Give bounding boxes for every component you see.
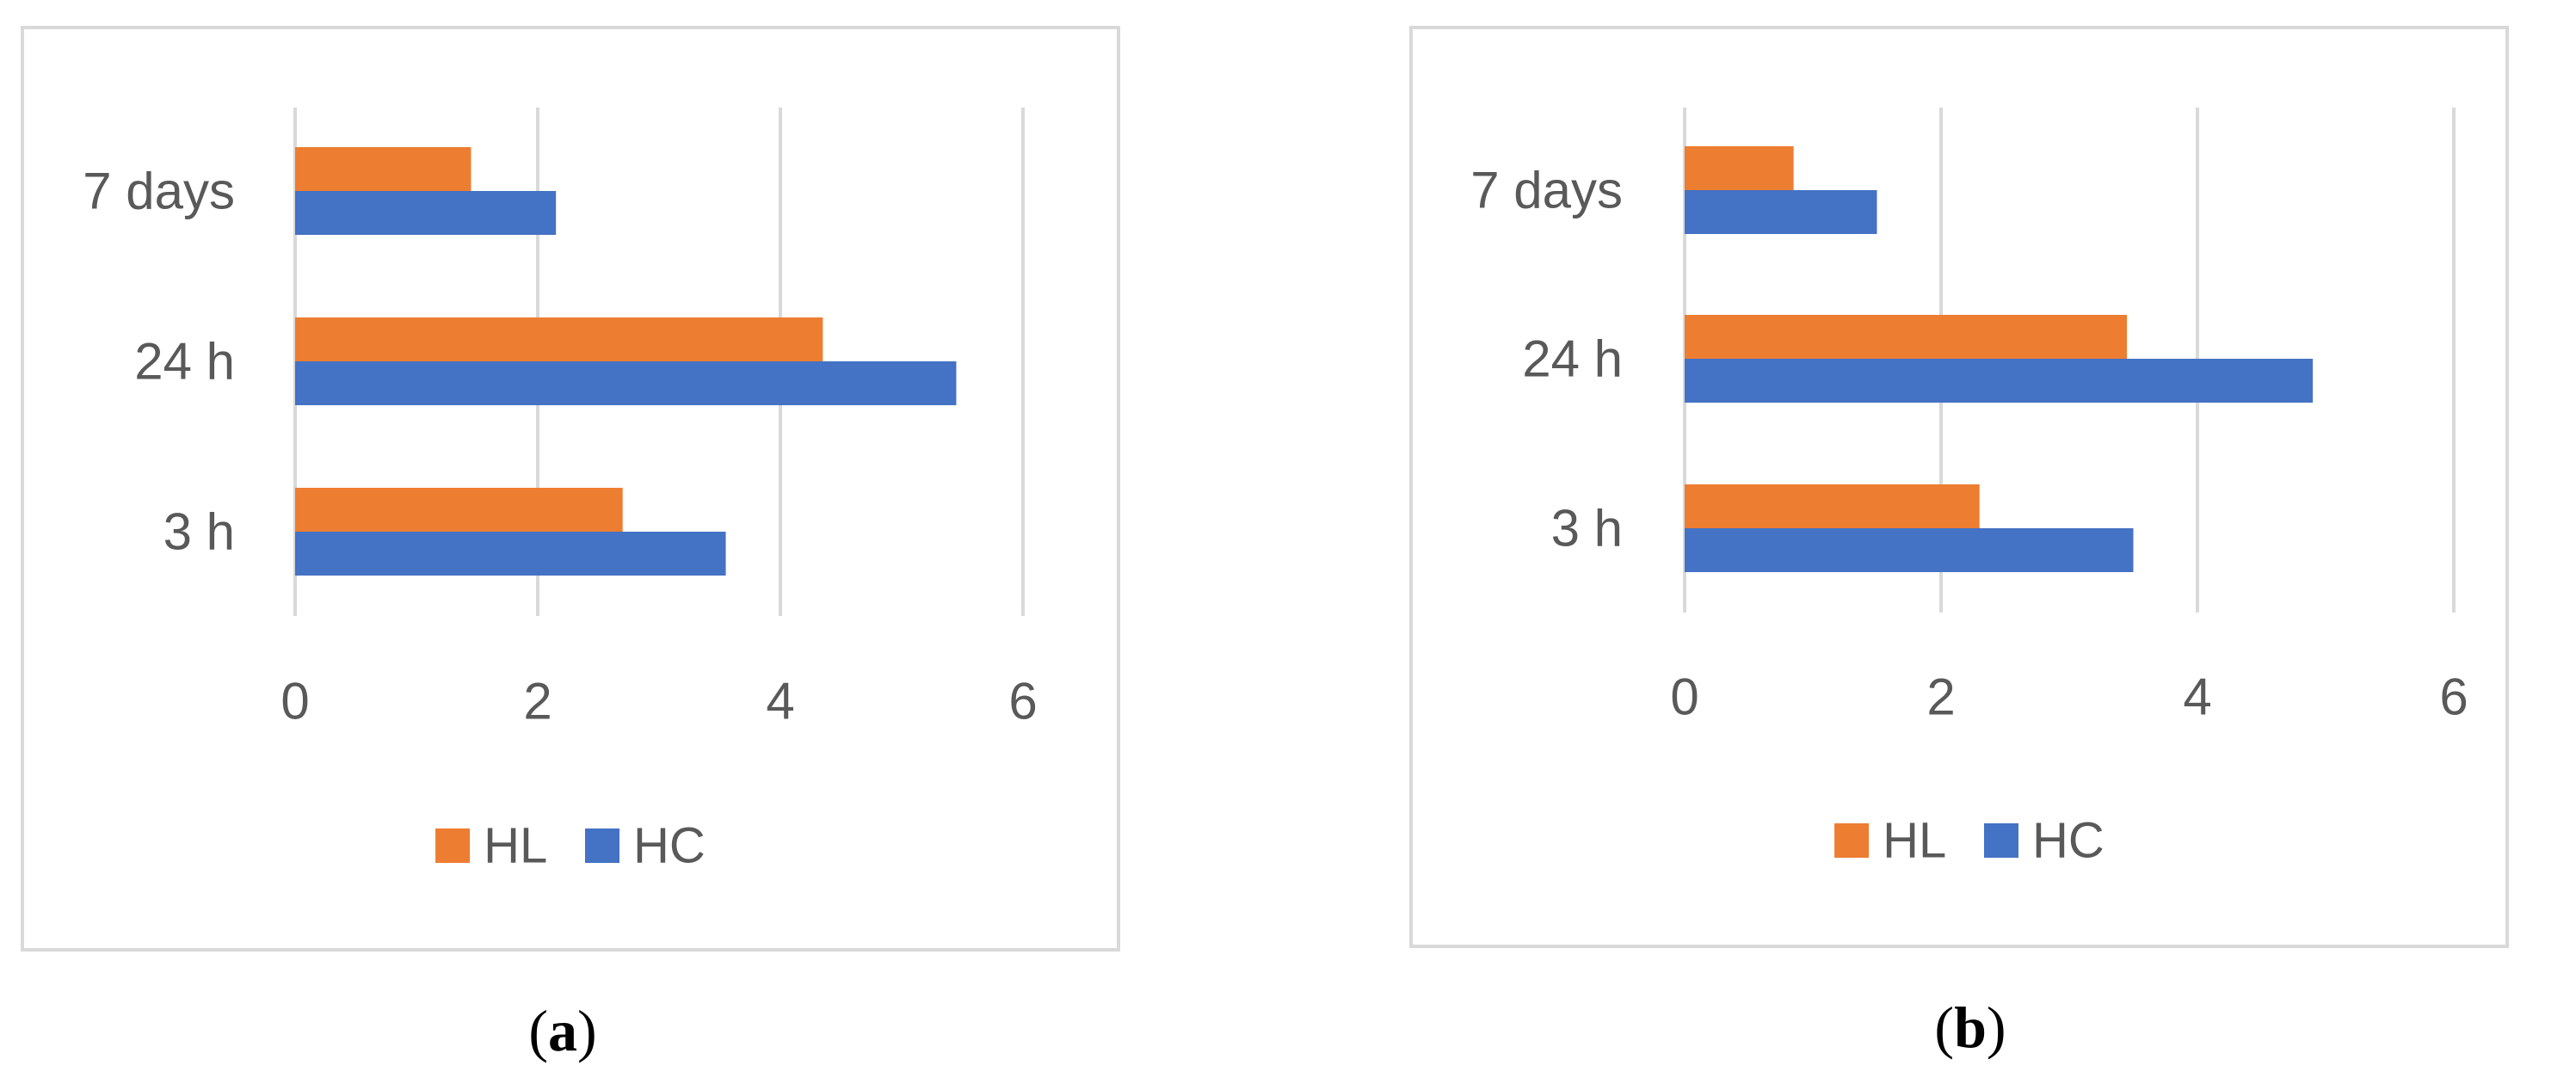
x-tick-label: 4 [766,673,794,730]
panel-caption-a: (a) [528,998,596,1063]
bar-hc-3-h [295,532,726,576]
caption-paren-open: ( [1934,995,1954,1060]
x-tick-label: 2 [1926,668,1955,726]
bar-hc-3-h [1685,528,2134,572]
chart-panel-b: 0 2 4 6 3 h 24 h 7 days HL HC [1409,26,2509,948]
legend-swatch-hl [1834,823,1870,858]
legend-label-hc: HC [2032,813,2105,869]
category-label: 7 days [83,163,235,220]
legend-swatch-hc [585,828,619,863]
legend: HL HC [435,818,706,874]
bar-hl-3-h [295,488,623,532]
caption-letter: a [548,998,577,1063]
x-tick-label: 2 [523,673,552,730]
bar-hc-24-h [1685,359,2314,403]
legend: HL HC [1834,813,2105,869]
category-label: 7 days [1470,162,1623,219]
x-tick-label: 0 [280,673,309,730]
category-label: 3 h [163,503,235,561]
bar-hc-7-days [1685,190,1877,234]
x-tick-label: 0 [1670,668,1698,726]
legend-swatch-hc [1984,823,2018,858]
caption-paren-close: ) [1987,995,2006,1060]
category-label: 3 h [1551,500,1623,557]
bar-hc-24-h [295,361,957,405]
category-label: 24 h [134,333,235,391]
legend-swatch-hl [435,828,471,863]
bar-hl-7-days [1685,146,1794,190]
x-tick-label: 6 [1008,673,1037,730]
legend-label-hl: HL [484,818,547,874]
bar-hc-7-days [295,191,557,235]
x-tick-label: 4 [2183,668,2211,726]
caption-letter: b [1954,995,1987,1060]
chart-panel-a: 0 2 4 6 3 h 24 h 7 days HL HC [21,26,1120,952]
legend-label-hc: HC [633,818,706,874]
category-label: 24 h [1522,330,1623,388]
bar-hl-7-days [295,147,471,191]
bar-hl-24-h [1685,315,2128,359]
caption-paren-open: ( [528,998,548,1063]
bar-hl-24-h [295,317,823,361]
caption-paren-close: ) [577,998,597,1063]
legend-label-hl: HL [1883,813,1946,869]
panel-caption-b: (b) [1934,995,2006,1060]
bar-hl-3-h [1685,484,1980,528]
x-tick-label: 6 [2439,668,2468,726]
